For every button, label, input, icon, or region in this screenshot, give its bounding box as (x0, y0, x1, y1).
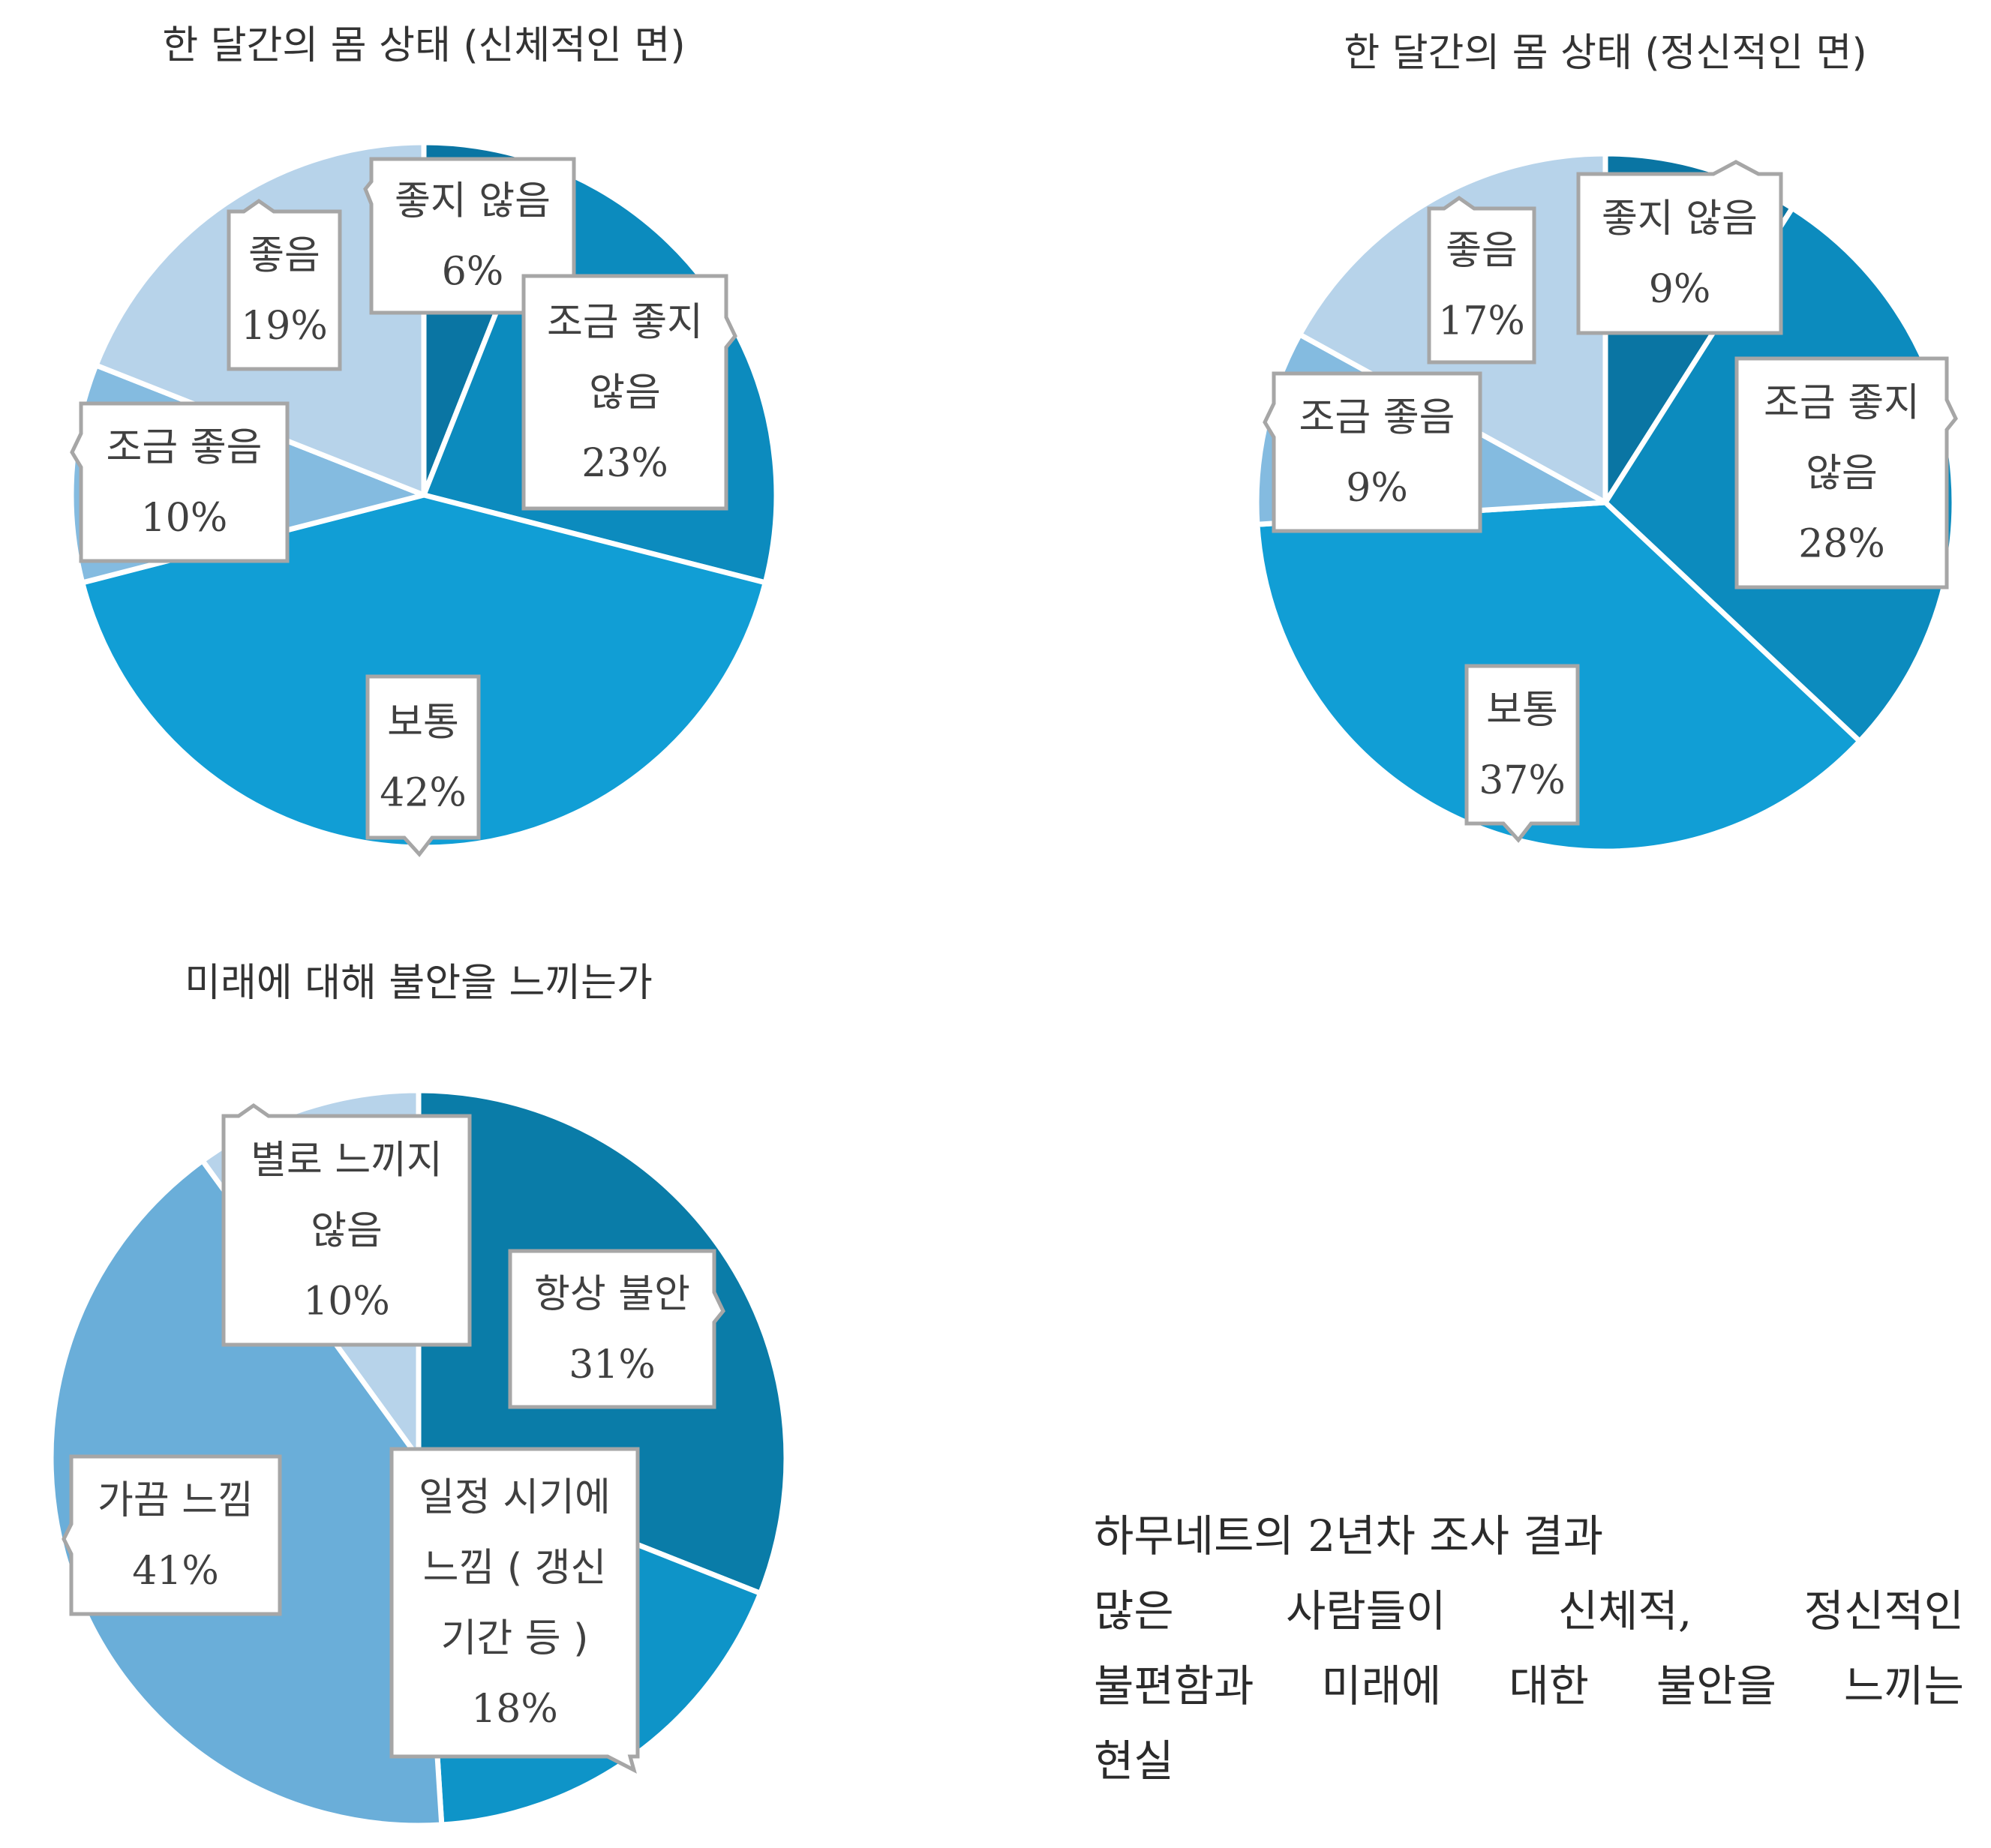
callout-box (1427, 195, 1536, 364)
percent-label: 9% (1649, 267, 1711, 312)
category-label: 느낌 ( 갱신 (423, 1546, 607, 1591)
callout-box (1464, 664, 1580, 843)
data-label-1: 좋지 않음 9% (1576, 160, 1783, 335)
percent-label: 9% (1346, 466, 1408, 511)
callout-box (1263, 371, 1482, 533)
category-label: 조금 좋음 (1299, 395, 1455, 440)
category-label: 조금 좋지 (1764, 381, 1920, 426)
category-label: 조금 좋음 (107, 425, 263, 470)
percent-label: 28% (1798, 522, 1885, 567)
data-label-4: 조금 좋음 9% (1263, 371, 1482, 533)
category-label: 않음 (589, 370, 661, 416)
summary-text: 하무네트의 2년차 조사 결과 많은 사람들이 신체적, 정신적인 불편함과 미… (1094, 1498, 1964, 1798)
callout-box (389, 1447, 640, 1774)
data-label-3: 보통 42% (365, 674, 481, 857)
percent-label: 31% (569, 1342, 656, 1388)
category-label: 조금 좋지 (547, 300, 703, 345)
callout-box (62, 1454, 282, 1616)
data-label-4: 조금 좋음 10% (70, 401, 290, 563)
category-label: 않음 (1806, 452, 1878, 496)
percent-label: 17% (1438, 299, 1525, 344)
category-label: 보통 (387, 700, 459, 746)
percent-label: 10% (141, 496, 228, 541)
percent-label: 37% (1479, 758, 1566, 803)
data-label-5: 좋음 19% (227, 198, 342, 371)
summary-line-2: 많은 사람들이 신체적, 정신적인 (1094, 1586, 1964, 1636)
callout-box (227, 198, 342, 371)
percent-label: 6% (442, 250, 504, 295)
category-label: 보통 (1486, 688, 1558, 733)
percent-label: 10% (303, 1280, 390, 1324)
callout-box (365, 674, 481, 857)
category-label: 좋음 (1446, 229, 1518, 274)
percent-label: 23% (581, 441, 668, 486)
callout-box (1576, 160, 1783, 335)
category-label: 기간 등 ) (441, 1616, 589, 1661)
category-label: 일정 시기에 (419, 1475, 611, 1520)
category-label: 가끔 느낌 (98, 1478, 254, 1523)
chart-title: 한 달간의 몸 상태 (신체적인 면) (162, 23, 685, 68)
category-label: 좋음 (248, 233, 320, 278)
summary-line-1: 하무네트의 2년차 조사 결과 (1094, 1510, 1604, 1562)
chart-title: 한 달간의 몸 상태 (정신적인 면) (1344, 31, 1866, 76)
category-label: 별로 느끼지 (251, 1138, 443, 1184)
category-label: 좋지 않음 (395, 179, 551, 224)
percent-label: 42% (380, 771, 467, 816)
chart-title: 미래에 대해 불안을 느끼는가 (185, 961, 653, 1006)
category-label: 않음 (311, 1209, 383, 1254)
data-label-1: 항상 불안 31% (508, 1249, 725, 1409)
percent-label: 19% (241, 304, 328, 349)
percent-label: 41% (132, 1549, 219, 1594)
callout-box (1734, 356, 1958, 590)
category-label: 항상 불안 (534, 1272, 690, 1317)
callout-box (521, 274, 737, 511)
callout-box (508, 1249, 725, 1409)
data-label-3: 보통 37% (1464, 664, 1580, 843)
data-label-3: 가끔 느낌 41% (62, 1454, 282, 1616)
data-label-5: 좋음 17% (1427, 195, 1536, 364)
percent-label: 18% (471, 1687, 558, 1732)
summary-line-3: 불편함과 미래에 대한 불안을 느끼는 (1094, 1660, 1964, 1712)
summary-line-4: 현실 (1094, 1736, 1174, 1786)
category-label: 좋지 않음 (1602, 196, 1758, 242)
callout-box (70, 401, 290, 563)
callout-box (221, 1102, 472, 1347)
